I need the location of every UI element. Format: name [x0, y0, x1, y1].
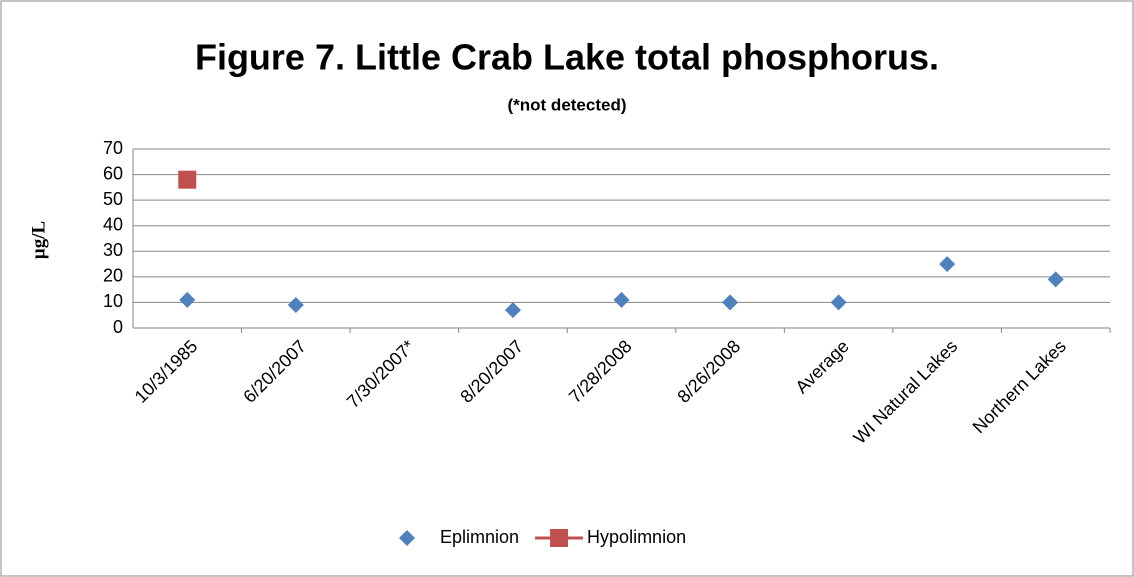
data-point [178, 170, 197, 189]
data-point [722, 294, 739, 311]
data-point [504, 302, 521, 319]
chart-title: Figure 7. Little Crab Lake total phospho… [195, 37, 939, 78]
legend-marker [399, 530, 415, 546]
y-tick-label: 0 [113, 317, 123, 337]
legend-marker [550, 529, 569, 547]
y-tick-label: 30 [103, 240, 123, 260]
chart-subtitle: (*not detected) [508, 95, 627, 114]
legend-label: Hypolimnion [587, 527, 686, 547]
y-tick-label: 40 [103, 214, 123, 234]
data-point [179, 291, 196, 308]
y-tick-label: 50 [103, 189, 123, 209]
y-tick-label: 20 [103, 266, 123, 286]
data-point [939, 256, 956, 273]
data-point [1047, 271, 1064, 288]
y-axis-label: µg/L [28, 221, 49, 259]
y-tick-label: 70 [103, 138, 123, 158]
legend-label: Eplimnion [440, 527, 519, 547]
data-point [830, 294, 847, 311]
y-tick-label: 60 [103, 163, 123, 183]
y-tick-label: 10 [103, 291, 123, 311]
data-point [613, 291, 630, 308]
data-point [287, 296, 304, 313]
